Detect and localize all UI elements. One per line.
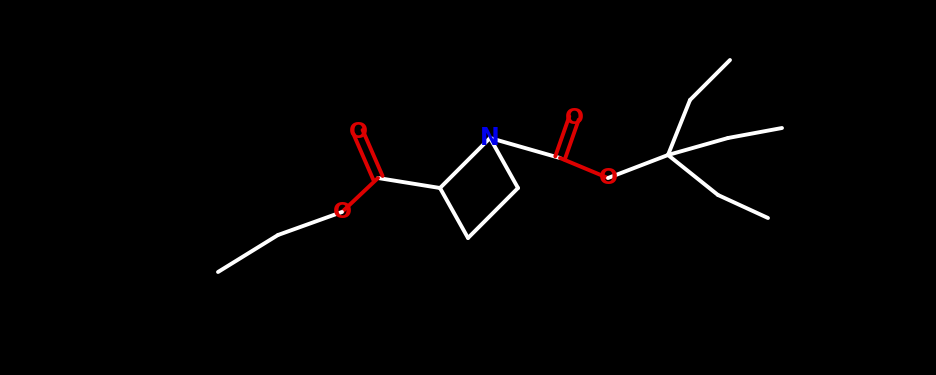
Text: O: O — [598, 168, 618, 188]
Text: N: N — [480, 126, 500, 150]
Text: O: O — [348, 122, 368, 142]
Text: O: O — [564, 108, 583, 128]
Text: O: O — [332, 202, 352, 222]
